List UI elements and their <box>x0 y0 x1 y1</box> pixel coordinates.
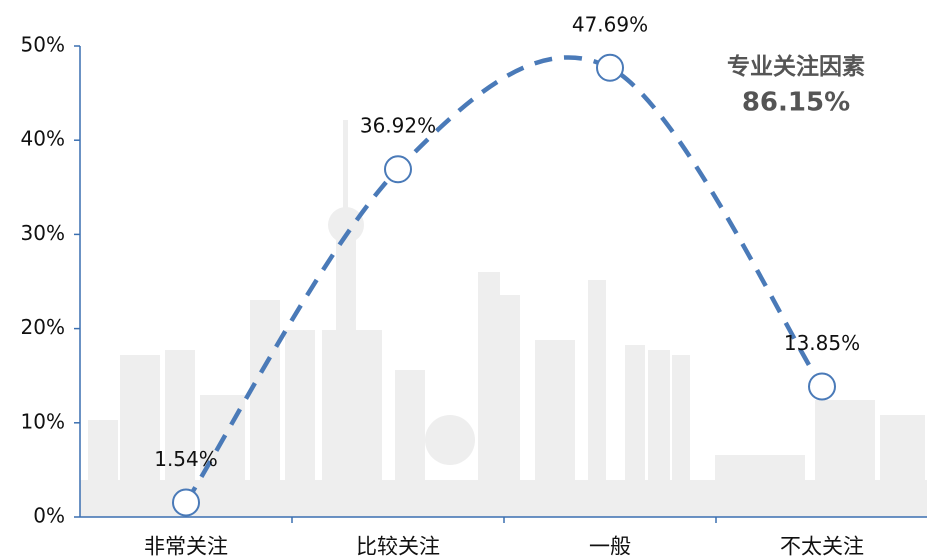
x-tick-label: 非常关注 <box>144 535 228 559</box>
line <box>184 55 824 504</box>
y-tick-label: 40% <box>21 127 65 151</box>
marker <box>808 372 836 401</box>
annotation: 86.15% <box>742 88 850 118</box>
y-tick-label: 10% <box>21 409 65 433</box>
marker <box>596 53 624 82</box>
x-tick-label: 一般 <box>589 535 631 559</box>
data-label: 13.85% <box>784 331 860 355</box>
marker <box>384 155 412 184</box>
y-tick-label: 20% <box>21 315 65 339</box>
y-tick-label: 30% <box>21 221 65 245</box>
annotation: 专业关注因素 <box>727 53 865 80</box>
data-label: 1.54% <box>154 447 218 471</box>
data-label: 36.92% <box>360 114 436 138</box>
y-tick-label: 0% <box>33 504 65 528</box>
y-tick-label: 50% <box>21 33 65 57</box>
marker <box>172 488 200 517</box>
x-tick-label: 比较关注 <box>356 535 440 559</box>
x-tick-label: 不太关注 <box>780 535 864 559</box>
data-label: 47.69% <box>572 12 648 36</box>
